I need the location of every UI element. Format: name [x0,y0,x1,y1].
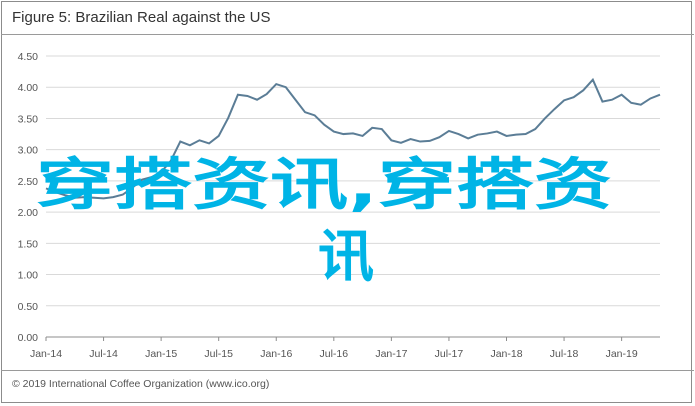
title-divider [1,34,694,35]
y-tick-label: 0.00 [18,332,39,344]
y-tick-label: 2.00 [18,207,39,219]
x-tick-label: Jan-18 [490,348,522,360]
x-tick-label: Jan-15 [145,348,177,360]
y-tick-label: 0.50 [18,301,39,313]
watermark-line-1: 穿搭资讯,穿搭资 [36,153,612,218]
x-tick-label: Jan-19 [606,348,638,360]
y-tick-label: 4.50 [18,51,39,63]
y-tick-label: 3.50 [18,113,39,125]
x-tick-label: Jan-17 [375,348,407,360]
x-tick-label: Jul-17 [435,348,464,360]
x-tick-label: Jul-15 [204,348,233,360]
x-tick-label: Jan-14 [30,348,62,360]
y-tick-label: 2.50 [18,176,39,188]
x-tick-label: Jul-14 [89,348,118,360]
x-axis-ticks: Jan-14 Jul-14 Jan-15 Jul-15 Jan-16 Jul-16 Jan-… [30,337,638,360]
y-tick-label: 1.50 [18,238,39,250]
y-axis-ticks: 0.00 0.50 1.00 1.50 2.00 2.50 3.00 3.50 4.00 4.50 [18,51,39,344]
gridlines [46,55,660,338]
x-tick-label: Jul-18 [550,348,579,360]
copyright-footer: © 2019 International Coffee Organization… [12,378,270,390]
x-tick-label: Jan-16 [260,348,292,360]
watermark-line-2: 讯 [318,225,374,290]
x-tick-label: Jul-16 [320,348,349,360]
figure-title: Figure 5: Brazilian Real against the US [12,9,271,26]
footer-divider [1,370,694,371]
y-tick-label: 3.00 [18,145,39,157]
series-line [45,77,661,200]
y-tick-label: 1.00 [18,270,39,282]
y-tick-label: 4.00 [18,82,39,94]
